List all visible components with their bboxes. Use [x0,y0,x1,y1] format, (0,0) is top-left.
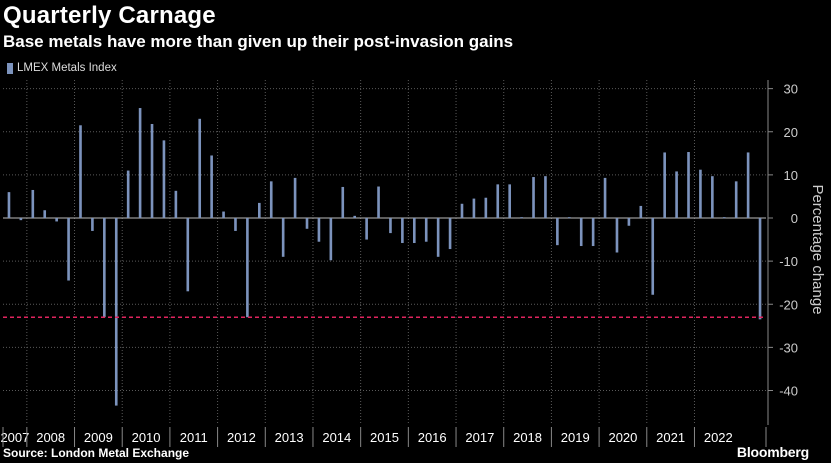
bar [377,186,380,218]
x-tick-label: 2011 [180,430,208,445]
bar [19,218,23,221]
bar [126,170,130,218]
bar [734,181,738,218]
x-tick-label: 2015 [370,430,399,445]
bar [746,152,750,218]
y-tick-label: 20 [784,125,798,140]
legend: LMEX Metals Index [7,62,117,74]
bar [496,184,500,218]
bar [556,218,559,246]
x-tick-label: 2019 [561,430,590,445]
bar [305,218,309,229]
bar [484,197,488,218]
bar [627,218,631,226]
bar [615,218,619,253]
bar [520,217,523,219]
bar [699,169,702,218]
chart-subtitle: Base metals have more than given up thei… [3,32,514,51]
y-tick-label: 0 [791,211,798,226]
x-tick-label: 2016 [418,430,447,445]
bar [7,192,11,218]
y-axis-label: Percentage change [809,184,826,314]
bar [412,218,416,244]
bar [544,176,547,218]
bar [317,218,321,242]
bar [269,181,273,218]
bar [532,177,535,218]
bar [436,218,440,257]
bar [293,177,297,218]
bar [663,152,666,218]
bar [258,202,261,218]
bar [651,218,655,295]
bar [675,171,678,218]
bar [79,125,82,218]
x-tick-label: 2020 [608,430,637,445]
bar [448,218,452,250]
bar [31,189,35,218]
x-tick-label: 2013 [275,430,304,445]
y-tick-label: -20 [779,297,798,312]
bar [150,123,154,218]
bar [424,218,428,242]
y-tick-label: -40 [779,384,798,399]
bar [329,218,333,261]
bar [687,152,690,218]
bar [639,205,643,218]
source-note: Source: London Metal Exchange [3,446,190,460]
bar [281,218,285,257]
legend-label: LMEX Metals Index [17,62,117,74]
y-tick-label: 10 [784,168,798,183]
bar [138,108,142,218]
x-tick-label: 2007 [0,430,29,445]
bar [246,218,249,318]
x-tick-label: 2022 [704,430,733,445]
bar [460,203,464,218]
x-tick-label: 2009 [84,430,113,445]
bar [186,218,190,292]
bar [567,217,571,219]
bar [603,177,607,218]
bar [365,218,368,240]
bloomberg-logo: Bloomberg [736,444,809,460]
bar [711,176,714,218]
bar [67,218,70,281]
bar [722,217,726,219]
x-tick-label: 2008 [36,430,65,445]
bar [55,218,58,222]
bar [174,190,178,218]
x-tick-label: 2021 [656,430,685,445]
x-tick-label: 2012 [227,430,256,445]
bar [198,118,202,218]
bar [401,218,404,244]
y-tick-label: 30 [784,82,798,97]
bar [389,218,392,234]
bar [353,215,357,218]
y-tick-label: -30 [779,340,798,355]
bar [114,218,118,406]
bar [210,155,213,218]
bar [162,140,166,218]
x-tick-label: 2017 [465,430,494,445]
bar [579,218,583,247]
y-tick-label: -10 [779,254,798,269]
bar [222,211,225,218]
bar [103,218,106,318]
bar [472,198,476,218]
bar [508,184,511,218]
bar [91,218,94,231]
bar [758,218,762,320]
x-tick-label: 2010 [132,430,161,445]
bar [591,218,595,247]
x-tick-label: 2014 [322,430,351,445]
legend-swatch [7,62,13,74]
bar [234,218,237,231]
bar [341,186,345,218]
bar [43,210,47,218]
chart-title: Quarterly Carnage [3,2,216,29]
x-tick-label: 2018 [513,430,542,445]
